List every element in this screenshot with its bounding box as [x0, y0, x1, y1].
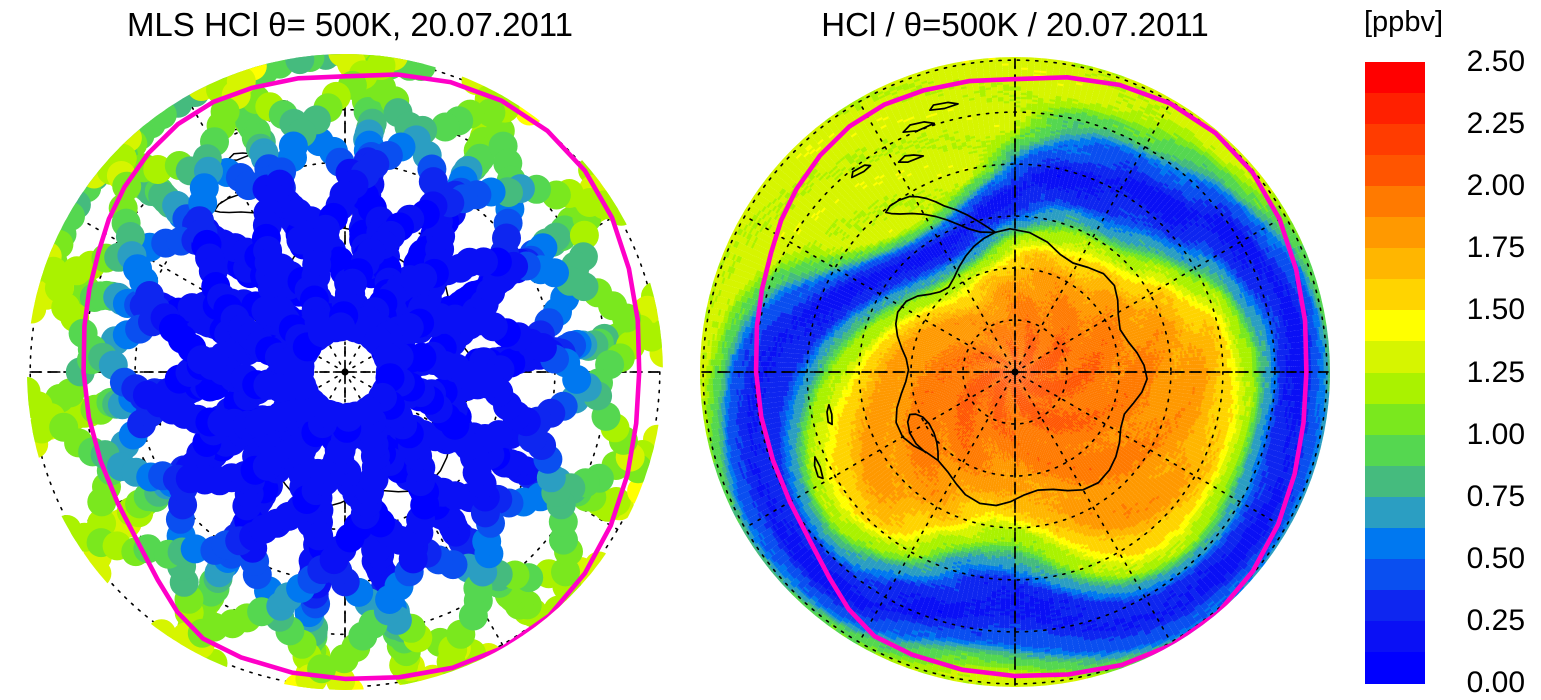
colorbar-band [1365, 466, 1425, 498]
right-panel-contour-map[interactable] [690, 46, 1340, 697]
right-panel-title: HCl / θ=500K / 20.07.2011 [690, 6, 1340, 44]
left-polar-plot-svg[interactable] [0, 46, 700, 697]
colorbar-tick-label: 0.50 [1467, 542, 1525, 576]
colorbar-band [1365, 404, 1425, 436]
colorbar-band [1365, 310, 1425, 342]
colorbar-tick-label: 0.00 [1467, 666, 1525, 700]
colorbar-tick-label: 2.00 [1467, 169, 1525, 203]
colorbar[interactable]: [ppbv] 2.50 2.25 2.00 1.75 1.50 1.25 1.00 0.75 0… [1340, 0, 1541, 697]
colorbar-band [1365, 435, 1425, 467]
colorbar-band [1365, 93, 1425, 125]
colorbar-band [1365, 186, 1425, 218]
colorbar-band [1365, 559, 1425, 591]
colorbar-band [1365, 217, 1425, 249]
left-panel-scatter-map[interactable] [0, 46, 700, 697]
left-panel-title: MLS HCl θ= 500K, 20.07.2011 [0, 6, 700, 44]
colorbar-band [1365, 124, 1425, 156]
colorbar-tick-label: 1.75 [1467, 231, 1525, 265]
colorbar-band [1365, 341, 1425, 373]
colorbar-tick-label: 0.75 [1467, 480, 1525, 514]
colorbar-band [1365, 248, 1425, 280]
colorbar-gradient-bands[interactable] [1365, 62, 1425, 683]
colorbar-tick-label: 1.25 [1467, 356, 1525, 390]
colorbar-band [1365, 528, 1425, 560]
colorbar-band [1365, 652, 1425, 684]
colorbar-tick-label: 1.50 [1467, 293, 1525, 327]
colorbar-band [1365, 621, 1425, 653]
colorbar-tick-label: 0.25 [1467, 604, 1525, 638]
colorbar-band [1365, 279, 1425, 311]
colorbar-band [1365, 590, 1425, 622]
colorbar-tick-label: 1.00 [1467, 418, 1525, 452]
colorbar-band [1365, 62, 1425, 94]
colorbar-tick-label: 2.25 [1467, 107, 1525, 141]
right-south-pole-marker [1011, 368, 1018, 375]
left-south-pole-marker [341, 368, 348, 375]
colorbar-band [1365, 497, 1425, 529]
colorbar-tick-label: 2.50 [1467, 45, 1525, 79]
colorbar-band [1365, 373, 1425, 405]
colorbar-unit-label: [ppbv] [1364, 6, 1443, 39]
colorbar-band [1365, 155, 1425, 187]
right-polar-plot-svg[interactable] [690, 46, 1340, 697]
